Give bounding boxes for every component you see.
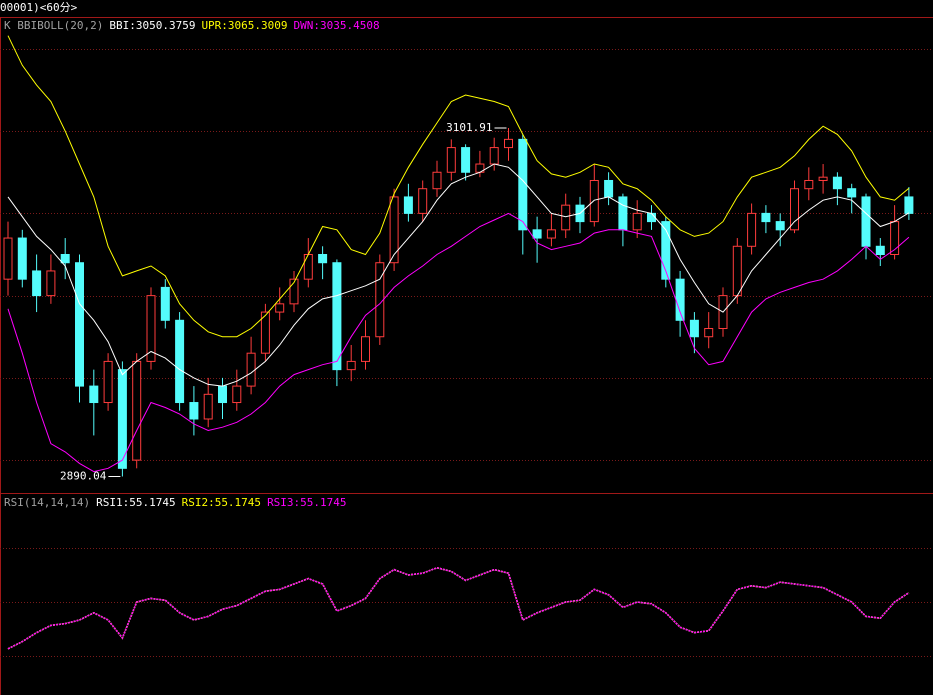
candle-body bbox=[403, 196, 413, 214]
candle-body bbox=[146, 295, 156, 362]
candle-body bbox=[446, 147, 456, 173]
candle-body bbox=[790, 188, 799, 231]
candle-body bbox=[804, 179, 814, 190]
annotation: 2890.04 bbox=[60, 469, 107, 482]
candle-body bbox=[675, 278, 685, 321]
candle-body bbox=[689, 319, 699, 338]
candle-body bbox=[89, 385, 99, 404]
legend-entry: RSI1:55.1745 bbox=[96, 496, 175, 509]
band-line bbox=[7, 212, 910, 473]
candle-body bbox=[189, 402, 199, 420]
candle-body bbox=[875, 245, 885, 256]
candle-body bbox=[203, 393, 213, 420]
candle-body bbox=[318, 254, 328, 264]
candle-body bbox=[604, 179, 614, 198]
candle-body bbox=[647, 212, 656, 223]
chart-title: 00001)<60分> bbox=[0, 1, 78, 14]
candle-body bbox=[332, 262, 342, 371]
candle-body bbox=[861, 196, 871, 247]
candle-body bbox=[175, 319, 185, 404]
candle-body bbox=[32, 270, 42, 297]
candle-body bbox=[3, 237, 13, 280]
candle-body bbox=[117, 369, 127, 469]
candle-body bbox=[847, 188, 857, 198]
candle-body bbox=[103, 360, 113, 404]
candle-body bbox=[832, 176, 842, 190]
candle-body bbox=[518, 138, 528, 231]
candle-body bbox=[561, 204, 571, 231]
candle-body bbox=[818, 176, 828, 181]
candle-body bbox=[418, 188, 428, 214]
candle-body bbox=[132, 360, 142, 461]
candle-body bbox=[303, 254, 313, 280]
candle-body bbox=[461, 147, 471, 173]
candle-body bbox=[432, 171, 442, 190]
candle-body bbox=[775, 221, 785, 231]
indicator-label: RSI(14,14,14) bbox=[4, 496, 90, 509]
candle-body bbox=[289, 278, 299, 305]
annotation: 3101.91 bbox=[446, 121, 492, 134]
indicator-label: K BBIBOLL(20,2) bbox=[4, 19, 103, 32]
candle-body bbox=[232, 385, 242, 404]
candle-body bbox=[761, 212, 771, 223]
candle-body bbox=[389, 196, 399, 264]
candle-body bbox=[704, 328, 714, 338]
candle-body bbox=[532, 229, 542, 239]
candle-body bbox=[618, 196, 628, 231]
candle-body bbox=[732, 245, 742, 297]
candle-body bbox=[361, 336, 370, 362]
candle-body bbox=[275, 303, 285, 313]
candle-body bbox=[75, 262, 84, 387]
candle-body bbox=[747, 212, 757, 247]
candle-body bbox=[632, 212, 642, 231]
candle-body bbox=[661, 221, 671, 280]
candle-body bbox=[546, 229, 556, 239]
candle-body bbox=[60, 254, 70, 264]
band-line bbox=[7, 35, 910, 338]
candle-body bbox=[489, 147, 499, 165]
band-line bbox=[7, 163, 910, 387]
legend-entry: RSI2:55.1745 bbox=[182, 496, 261, 509]
candle-body bbox=[17, 237, 27, 280]
candle-body bbox=[346, 360, 356, 371]
legend-entry: DWN:3035.4508 bbox=[294, 19, 380, 32]
legend-entry: UPR:3065.3009 bbox=[201, 19, 287, 32]
candle-body bbox=[46, 270, 56, 297]
candle-body bbox=[260, 311, 270, 354]
legend-entry: RSI3:55.1745 bbox=[267, 496, 346, 509]
rsi-line bbox=[7, 567, 910, 650]
candle-body bbox=[160, 286, 170, 321]
candle-body bbox=[504, 138, 513, 149]
candle-body bbox=[589, 179, 599, 223]
legend-entry: BBI:3050.3759 bbox=[109, 19, 195, 32]
candle-body bbox=[218, 385, 227, 404]
candle-body bbox=[246, 352, 256, 387]
candle-body bbox=[904, 196, 914, 214]
